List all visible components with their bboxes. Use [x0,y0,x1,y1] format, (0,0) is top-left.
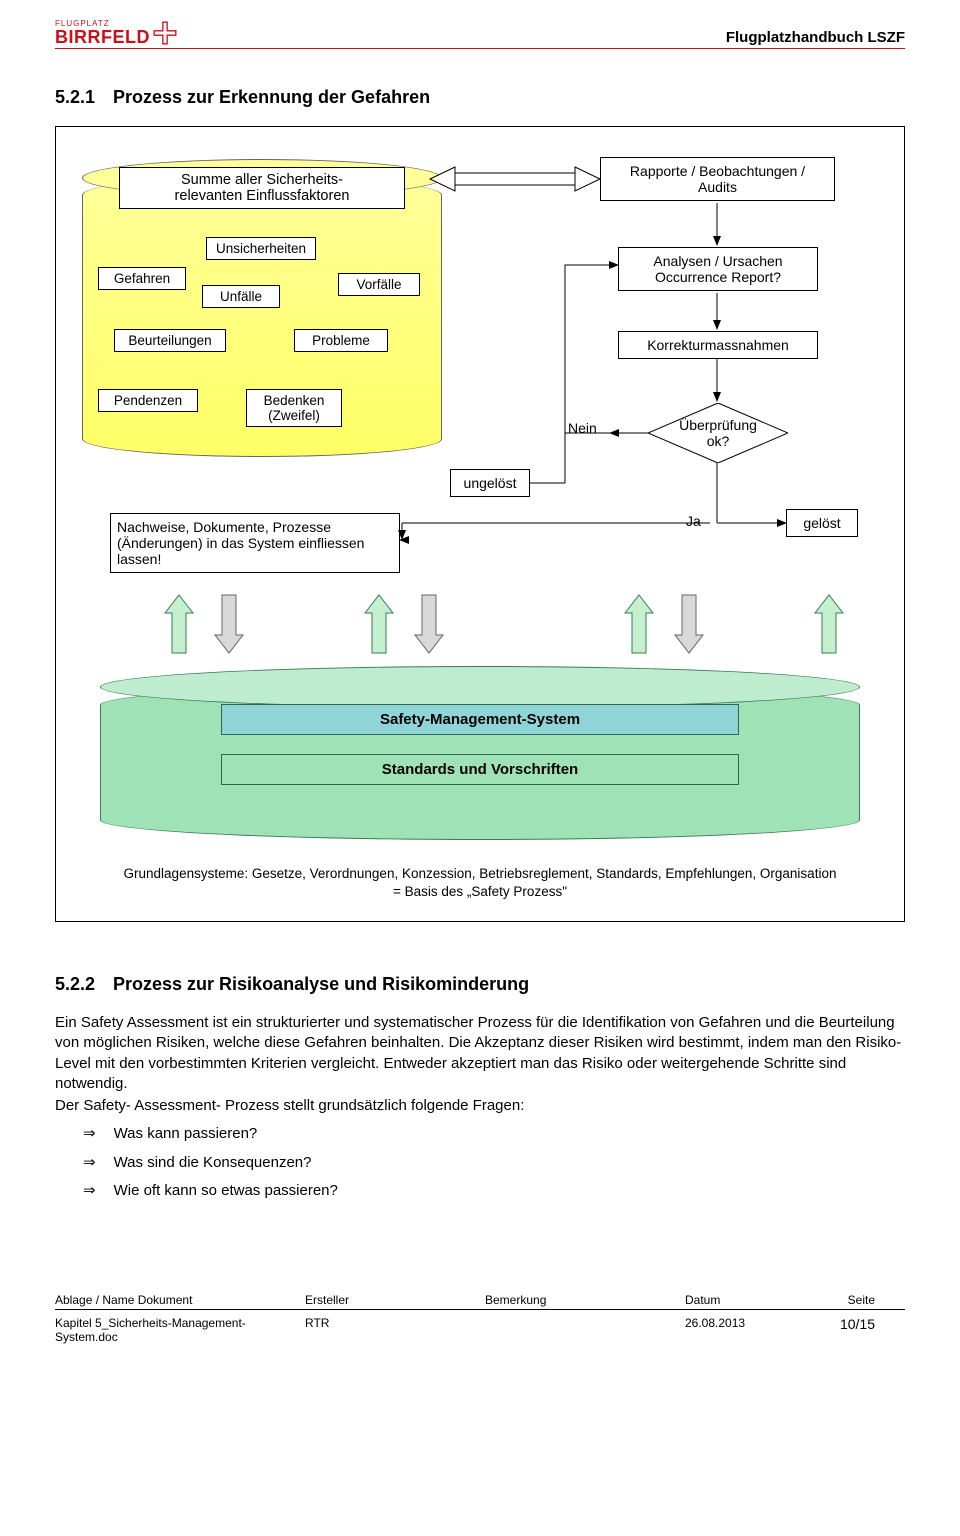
logo-bigtext: BIRRFELD [55,28,150,46]
section-521-heading: 5.2.1Prozess zur Erkennung der Gefahren [55,87,905,108]
bar-sms: Safety-Management-System [221,704,739,735]
box-beurteilungen: Beurteilungen [114,329,226,352]
fv-ablage: Kapitel 5_Sicherheits-Management-System.… [55,1316,305,1344]
box-gefahren: Gefahren [98,267,186,290]
q3: Wie oft kann so etwas passieren? [83,1181,905,1201]
foundations-text: Grundlagensysteme: Gesetze, Verordnungen… [100,865,860,901]
question-list: Was kann passieren? Was sind die Konsequ… [83,1124,905,1201]
fv-seite: 10/15 [815,1316,875,1344]
gray-down-arrow [215,595,243,653]
fh-seite: Seite [815,1293,875,1307]
green-cylinder: Safety-Management-System Standards und V… [100,685,860,840]
fv-bemerkung [485,1316,685,1344]
box-pendenzen: Pendenzen [98,389,198,412]
box-korrektur: Korrekturmassnahmen [618,331,818,359]
fh-ablage: Ablage / Name Dokument [55,1293,305,1307]
decision-diamond: Überprüfung ok? [648,403,788,463]
box-ungeloest: ungelöst [450,469,530,497]
para-1: Ein Safety Assessment ist ein strukturie… [55,1013,905,1094]
bar-standards: Standards und Vorschriften [221,754,739,785]
q1: Was kann passieren? [83,1124,905,1144]
section-522-heading: 5.2.2Prozess zur Risikoanalyse und Risik… [55,974,905,995]
fv-datum: 26.08.2013 [685,1316,815,1344]
box-probleme: Probleme [294,329,388,352]
diagram-frame: Summe aller Sicherheits- relevanten Einf… [55,126,905,922]
box-analysen: Analysen / Ursachen Occurrence Report? [618,247,818,291]
fv-ersteller: RTR [305,1316,485,1344]
box-bedenken: Bedenken (Zweifel) [246,389,342,427]
page-footer: Ablage / Name Dokument Ersteller Bemerku… [55,1291,905,1346]
fh-bemerkung: Bemerkung [485,1293,685,1307]
label-ja: Ja [686,513,701,529]
plus-icon [152,20,178,46]
yellow-title: Summe aller Sicherheits- relevanten Einf… [119,167,405,209]
process-diagram: Summe aller Sicherheits- relevanten Einf… [70,145,890,905]
box-rapporte: Rapporte / Beobachtungen / Audits [600,157,835,201]
fh-datum: Datum [685,1293,815,1307]
box-unfaelle: Unfälle [202,285,280,308]
q2: Was sind die Konsequenzen? [83,1153,905,1173]
fh-ersteller: Ersteller [305,1293,485,1307]
logo: FLUGPLATZ BIRRFELD [55,20,178,46]
box-vorfaelle: Vorfälle [338,273,420,296]
box-nachweise: Nachweise, Dokumente, Prozesse (Änderung… [110,513,400,573]
green-up-arrow [165,595,193,653]
para-2: Der Safety- Assessment- Prozess stellt g… [55,1096,905,1116]
page-header: FLUGPLATZ BIRRFELD Flugplatzhandbuch LSZ… [55,20,905,49]
label-nein: Nein [568,420,597,436]
hollow-arrow-right [430,167,600,191]
section-522-body: Ein Safety Assessment ist ein strukturie… [55,1013,905,1201]
box-unsicherheiten: Unsicherheiten [206,237,316,260]
box-geloest: gelöst [786,509,858,537]
header-title: Flugplatzhandbuch LSZF [726,29,905,46]
